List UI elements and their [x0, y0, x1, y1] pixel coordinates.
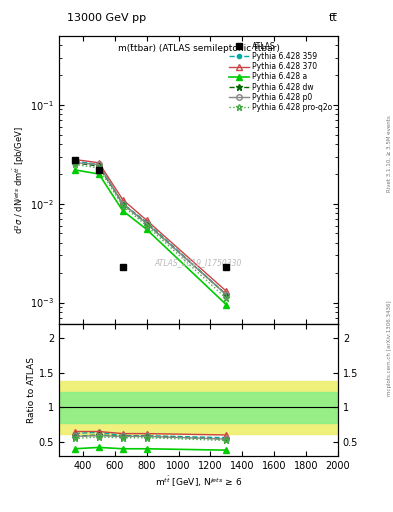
Y-axis label: d$^{2}\sigma$ / dN$^{jets}$ dm$^{t\bar{t}}$ [pb/GeV]: d$^{2}\sigma$ / dN$^{jets}$ dm$^{t\bar{t… — [12, 126, 28, 234]
Y-axis label: Ratio to ATLAS: Ratio to ATLAS — [27, 357, 36, 423]
Text: mcplots.cern.ch [arXiv:1306.3436]: mcplots.cern.ch [arXiv:1306.3436] — [387, 301, 392, 396]
Text: tt̅: tt̅ — [329, 13, 338, 23]
X-axis label: m$^{t\bar{t}}$ [GeV], N$^{jets}$ ≥ 6: m$^{t\bar{t}}$ [GeV], N$^{jets}$ ≥ 6 — [155, 475, 242, 489]
Text: m(t̄tbar) (ATLAS semileptonic t̄tbar): m(t̄tbar) (ATLAS semileptonic t̄tbar) — [118, 45, 279, 53]
Text: 13000 GeV pp: 13000 GeV pp — [67, 13, 146, 23]
Text: ATLAS_2019_I1750330: ATLAS_2019_I1750330 — [155, 258, 242, 267]
Text: Rivet 3.1.10, ≥ 3.5M events: Rivet 3.1.10, ≥ 3.5M events — [387, 115, 392, 192]
Legend: ATLAS, Pythia 6.428 359, Pythia 6.428 370, Pythia 6.428 a, Pythia 6.428 dw, Pyth: ATLAS, Pythia 6.428 359, Pythia 6.428 37… — [227, 39, 334, 114]
